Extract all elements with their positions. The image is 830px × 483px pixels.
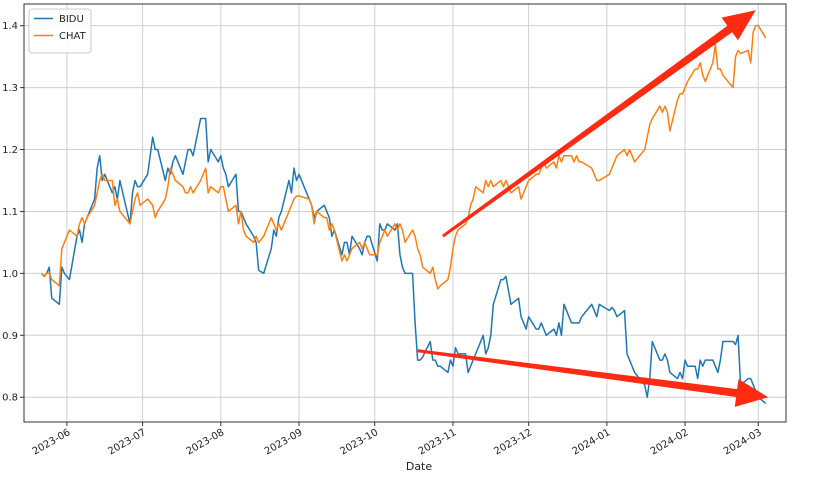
x-axis-label: Date: [406, 460, 433, 473]
y-tick-label: 1.0: [2, 269, 18, 280]
y-tick-label: 1.4: [2, 21, 18, 32]
legend-label-chat: CHAT: [59, 31, 87, 42]
series-line-chat: [41, 24, 767, 290]
series-line-bidu: [41, 117, 767, 405]
y-tick-label: 0.8: [2, 393, 18, 404]
legend-label-bidu: BIDU: [59, 14, 84, 25]
annotation-arrow-1: [442, 10, 756, 238]
annotation-arrow-2: [417, 349, 769, 407]
y-axis-ticks: 0.8 0.9 1.0 1.1 1.2 1.3 1.4: [2, 21, 24, 404]
annotation-arrows: [417, 10, 769, 407]
plot-frame: [23, 3, 787, 423]
series-lines: [41, 24, 767, 405]
y-tick-label: 0.9: [2, 331, 18, 342]
y-tick-label: 1.3: [2, 83, 18, 94]
legend: BIDU CHAT: [28, 8, 92, 54]
y-tick-label: 1.1: [2, 207, 18, 218]
legend-box: [28, 8, 92, 54]
y-tick-label: 1.2: [2, 145, 18, 156]
